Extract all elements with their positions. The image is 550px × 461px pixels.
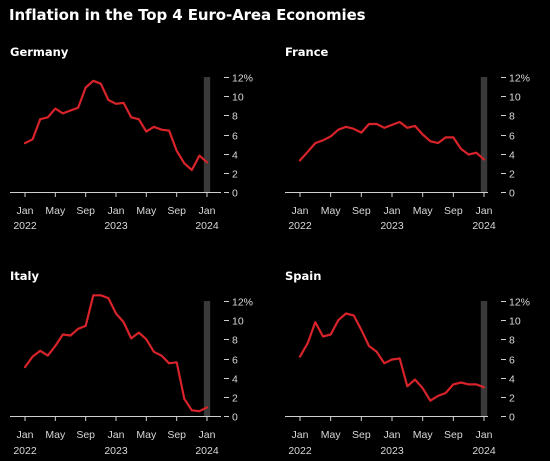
france-x-tick-year: 2023 [380,220,404,232]
france-y-tick-label: 0 [509,188,515,200]
germany-y-tick-label: 8 [232,111,238,123]
italy-y-tick-label: 0 [232,412,238,424]
france-inflation-line [298,120,486,162]
italy-x-tick-year: 2022 [13,445,37,457]
spain-x-tick-label: May [321,429,342,441]
germany-x-tick-label: Jan [199,205,216,217]
france-panel-title: France [285,45,329,59]
italy-panel-title: Italy [10,269,39,283]
france-y-tick-label: 10 [509,92,521,104]
france-x-tick-label: Jan [292,205,309,217]
italy-y-tick-label: 6 [232,355,238,367]
spain-x-tick-label: Sep [352,429,371,441]
spain-y-tick-label: 6 [509,355,515,367]
germany-x-tick-year: 2023 [104,220,128,232]
italy-y-tick-label: 12% [232,297,253,309]
france-y-tick-label: 4 [509,150,515,162]
italy-x-tick-label: Jan [108,429,125,441]
italy-x-tick-label: May [45,429,66,441]
germany-x-tick-year: 2024 [195,220,219,232]
germany-y-tick-label: 4 [232,150,238,162]
italy-highlight-band [203,301,211,416]
germany-y-tick-label: 10 [232,92,244,104]
spain-x-tick-year: 2024 [472,445,496,457]
spain-y-tick-label: 12% [509,297,530,309]
spain-x-tick-label: May [413,429,434,441]
germany-panel-title: Germany [10,45,69,59]
italy-y-tick-label: 10 [232,316,244,328]
france-x-tick-label: Jan [384,205,401,217]
germany-x-tick-label: Jan [17,205,34,217]
germany-y-tick-label: 2 [232,169,238,181]
spain-x-tick-label: Jan [292,429,309,441]
france-y-tick-label: 12% [509,73,530,85]
spain-y-tick-label: 10 [509,316,521,328]
spain-inflation-line [298,312,486,402]
france-x-tick-label: Sep [352,205,371,217]
france-x-tick-label: May [413,205,434,217]
spain-x-tick-year: 2022 [288,445,312,457]
germany-x-tick-label: Jan [108,205,125,217]
germany-y-tick-label: 6 [232,131,238,143]
spain-x-tick-label: Sep [444,429,463,441]
italy-y-tick-label: 4 [232,374,238,386]
france-x-tick-label: May [321,205,342,217]
spain-y-tick-label: 0 [509,412,515,424]
spain-x-tick-label: Jan [476,429,493,441]
germany-x-tick-label: Sep [76,205,95,217]
spain-x-tick-year: 2023 [380,445,404,457]
france-y-tick-label: 2 [509,169,515,181]
spain-y-tick-label: 4 [509,374,515,386]
germany-highlight-band [203,77,211,192]
italy-x-tick-label: Jan [199,429,216,441]
germany-x-tick-label: Sep [167,205,186,217]
italy-x-tick-year: 2023 [104,445,128,457]
spain-x-tick-label: Jan [384,429,401,441]
france-y-tick-label: 8 [509,111,515,123]
germany-x-tick-label: May [45,205,66,217]
italy-inflation-line [23,294,209,413]
chart-title: Inflation in the Top 4 Euro-Area Economi… [9,6,366,24]
italy-y-tick-label: 2 [232,393,238,405]
france-x-tick-year: 2024 [472,220,496,232]
spain-panel-title: Spain [285,269,321,283]
spain-highlight-band [480,301,488,416]
spain-y-tick-label: 2 [509,393,515,405]
germany-x-tick-label: May [136,205,157,217]
italy-x-tick-year: 2024 [195,445,219,457]
spain-y-tick-label: 8 [509,335,515,347]
italy-x-tick-label: May [136,429,157,441]
france-x-tick-year: 2022 [288,220,312,232]
italy-y-tick-label: 8 [232,335,238,347]
germany-inflation-line [23,79,209,172]
germany-x-tick-year: 2022 [13,220,37,232]
italy-x-tick-label: Jan [17,429,34,441]
germany-y-tick-label: 0 [232,188,238,200]
italy-x-tick-label: Sep [167,429,186,441]
france-x-tick-label: Sep [444,205,463,217]
italy-x-tick-label: Sep [76,429,95,441]
france-highlight-band [480,77,488,192]
france-y-tick-label: 6 [509,131,515,143]
france-x-tick-label: Jan [476,205,493,217]
germany-y-tick-label: 12% [232,73,253,85]
